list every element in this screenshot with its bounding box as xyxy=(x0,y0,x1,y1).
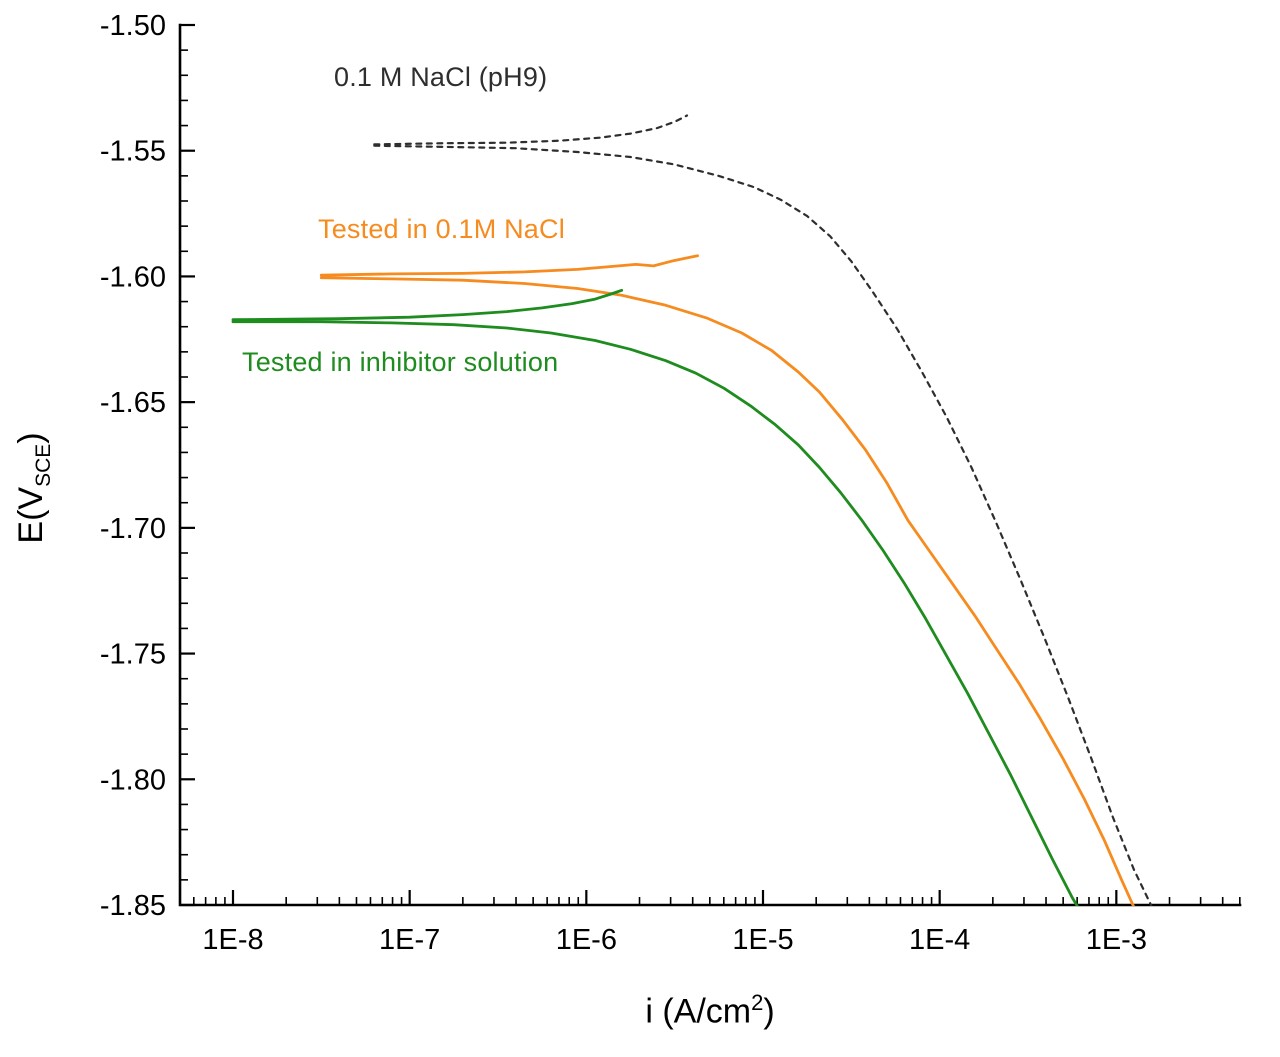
x-tick-label: 1E-5 xyxy=(732,924,793,956)
curve-label-inhibitor: Tested in inhibitor solution xyxy=(242,347,559,377)
y-major-ticks xyxy=(180,23,195,907)
curve-label-nacl: Tested in 0.1M NaCl xyxy=(318,214,565,244)
y-tick-label: -1.70 xyxy=(100,513,166,545)
x-axis-title-superscript: 2 xyxy=(751,990,764,1015)
x-tick-label: 1E-6 xyxy=(556,924,617,956)
y-tick-label: -1.85 xyxy=(100,890,166,922)
x-tick-label: 1E-7 xyxy=(379,924,440,956)
y-tick-label: -1.55 xyxy=(100,136,166,168)
y-tick-label: -1.65 xyxy=(100,387,166,419)
curve-tested-in-0-1m-nacl-anodic xyxy=(319,254,699,277)
x-tick-label: 1E-3 xyxy=(1086,924,1147,956)
x-tick-label: 1E-8 xyxy=(202,924,263,956)
y-tick-labels: -1.50 -1.55 -1.60 -1.65 -1.70 -1.75 -1.80 -1.85 xyxy=(100,10,166,922)
y-axis-title-text: E(V xyxy=(12,486,51,544)
axes-frame xyxy=(178,23,1242,907)
curve-0-1-m-nacl-ph9-cathodic xyxy=(373,144,1153,906)
curves xyxy=(231,114,1153,906)
y-axis-title-subscript: SCE xyxy=(31,443,55,487)
x-axis-title: i (A/cm2) xyxy=(180,990,1240,1031)
x-tick-labels: 1E-8 1E-7 1E-6 1E-5 1E-4 1E-3 xyxy=(202,924,1147,956)
y-axis-title-close: ) xyxy=(12,432,51,444)
curve-label-nacl-ph9: 0.1 M NaCl (pH9) xyxy=(334,62,548,92)
curve-0-1-m-nacl-ph9-anodic xyxy=(373,114,689,146)
x-tick-label: 1E-4 xyxy=(909,924,970,956)
y-tick-label: -1.75 xyxy=(100,639,166,671)
curve-tested-in-inhibitor-solution-cathodic xyxy=(231,320,1079,906)
y-tick-label: -1.60 xyxy=(100,261,166,293)
y-axis-title: E(VSCE) xyxy=(12,432,56,543)
x-major-ticks xyxy=(231,890,1118,905)
curve-tested-in-inhibitor-solution-anodic xyxy=(231,288,624,322)
x-axis-title-close: ) xyxy=(763,992,775,1031)
x-minor-ticks xyxy=(193,897,1241,905)
y-tick-label: -1.80 xyxy=(100,764,166,796)
curve-tested-in-0-1m-nacl-cathodic xyxy=(319,276,1135,906)
y-tick-label: -1.50 xyxy=(100,10,166,42)
y-minor-ticks xyxy=(180,49,188,881)
x-axis-title-text: i (A/cm xyxy=(645,992,752,1031)
